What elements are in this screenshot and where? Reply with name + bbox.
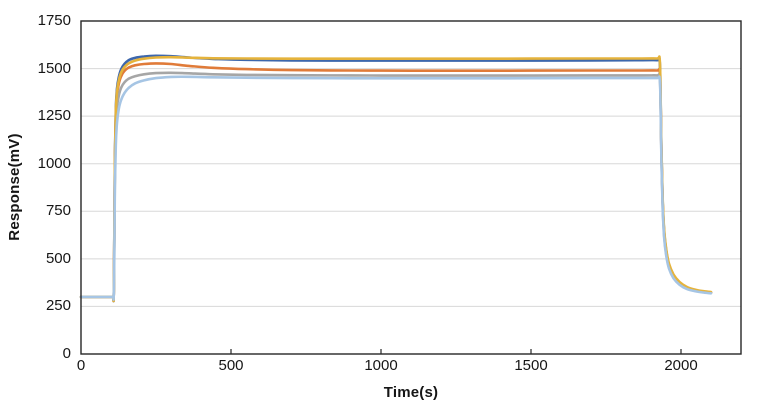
y-tick-label: 1750 xyxy=(37,12,71,29)
y-tick-label: 500 xyxy=(45,249,71,267)
y-tick-label: 0 xyxy=(62,345,71,362)
x-tick-label: 1500 xyxy=(514,357,548,374)
x-tick-label: 2000 xyxy=(664,357,698,374)
x-tick-label: 500 xyxy=(218,357,244,374)
y-tick-label: 250 xyxy=(45,297,71,315)
x-tick-label: 0 xyxy=(76,357,86,374)
series-light-blue-line xyxy=(79,75,713,301)
y-axis-title: Response(mV) xyxy=(6,133,23,241)
y-tick-label: 1000 xyxy=(37,154,71,172)
y-tick-label: 750 xyxy=(45,202,71,220)
y-axis-tick-labels: 0 250 500 750 1000 1250 1500 1750 xyxy=(0,0,73,416)
y-tick-label: 1500 xyxy=(37,59,71,77)
y-tick-label: 1250 xyxy=(37,107,71,125)
plot-frame xyxy=(80,20,742,355)
x-axis-title: Time(s) xyxy=(383,384,439,401)
x-tick-label: 1000 xyxy=(364,357,398,374)
